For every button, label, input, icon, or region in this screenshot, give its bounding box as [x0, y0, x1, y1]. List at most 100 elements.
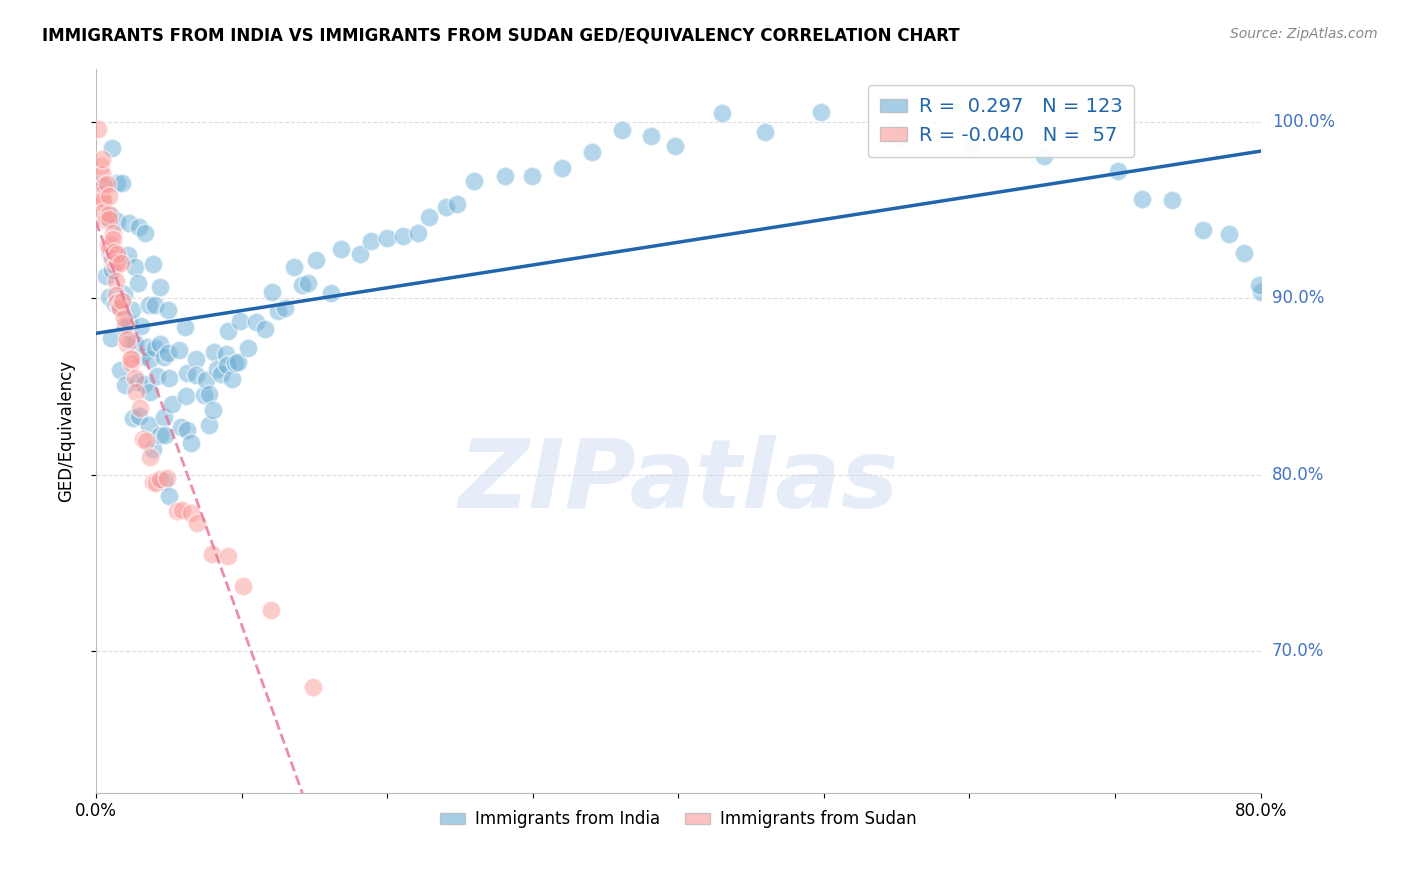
Point	[215, 358, 238, 372]
Point	[1033, 149, 1056, 163]
Point	[139, 385, 162, 400]
Point	[297, 276, 319, 290]
Point	[349, 247, 371, 261]
Point	[136, 340, 159, 354]
Point	[146, 368, 169, 383]
Point	[108, 300, 131, 314]
Point	[105, 295, 128, 310]
Point	[124, 260, 146, 274]
Point	[149, 428, 172, 442]
Point	[640, 128, 662, 143]
Point	[103, 259, 125, 273]
Point	[97, 237, 120, 252]
Point	[104, 288, 127, 302]
Point	[406, 226, 429, 240]
Point	[141, 257, 163, 271]
Text: Source: ZipAtlas.com: Source: ZipAtlas.com	[1230, 27, 1378, 41]
Point	[149, 472, 172, 486]
Point	[197, 418, 219, 433]
Point	[100, 209, 122, 223]
Point	[105, 246, 128, 260]
Point	[232, 579, 254, 593]
Text: 80.0%: 80.0%	[1272, 466, 1324, 483]
Point	[202, 403, 225, 417]
Point	[157, 371, 180, 385]
Point	[463, 174, 485, 188]
Point	[131, 349, 153, 363]
Point	[238, 341, 260, 355]
Point	[108, 301, 131, 315]
Point	[157, 346, 180, 360]
Point	[186, 516, 208, 530]
Point	[124, 371, 146, 385]
Point	[105, 274, 128, 288]
Point	[94, 268, 117, 283]
Point	[1192, 223, 1215, 237]
Point	[112, 286, 135, 301]
Point	[105, 246, 128, 260]
Point	[125, 384, 148, 399]
Point	[149, 337, 172, 351]
Point	[360, 234, 382, 248]
Point	[184, 352, 207, 367]
Point	[157, 489, 180, 503]
Point	[110, 256, 132, 270]
Point	[108, 301, 131, 315]
Point	[195, 373, 218, 387]
Point	[267, 304, 290, 318]
Point	[180, 435, 202, 450]
Point	[214, 347, 236, 361]
Point	[134, 226, 156, 240]
Point	[100, 238, 122, 252]
Point	[139, 450, 162, 464]
Point	[98, 240, 121, 254]
Point	[101, 141, 124, 155]
Point	[91, 194, 114, 209]
Point	[135, 434, 157, 448]
Point	[93, 204, 115, 219]
Point	[274, 301, 297, 315]
Point	[302, 680, 325, 694]
Point	[153, 410, 176, 425]
Point	[167, 343, 190, 358]
Point	[1233, 246, 1256, 260]
Point	[710, 106, 733, 120]
Point	[201, 547, 224, 561]
Point	[418, 210, 440, 224]
Point	[153, 350, 176, 364]
Point	[115, 332, 138, 346]
Point	[105, 255, 128, 269]
Point	[120, 356, 142, 370]
Point	[321, 286, 343, 301]
Point	[89, 187, 111, 202]
Point	[118, 216, 141, 230]
Point	[886, 129, 908, 144]
Point	[87, 121, 110, 136]
Point	[91, 152, 114, 166]
Point	[204, 345, 226, 359]
Point	[217, 324, 239, 338]
Point	[1107, 164, 1129, 178]
Point	[96, 212, 118, 227]
Point	[262, 285, 284, 300]
Point	[551, 161, 574, 175]
Point	[128, 219, 150, 234]
Point	[132, 376, 155, 391]
Point	[810, 105, 832, 120]
Point	[104, 297, 127, 311]
Point	[959, 138, 981, 153]
Point	[120, 351, 142, 366]
Point	[1247, 278, 1270, 293]
Text: 70.0%: 70.0%	[1272, 642, 1324, 660]
Point	[610, 123, 633, 137]
Point	[97, 189, 120, 203]
Point	[101, 262, 124, 277]
Point	[111, 293, 134, 308]
Point	[120, 352, 142, 367]
Point	[117, 247, 139, 261]
Point	[1218, 227, 1240, 241]
Point	[153, 474, 176, 488]
Point	[108, 363, 131, 377]
Point	[101, 226, 124, 240]
Point	[180, 506, 202, 520]
